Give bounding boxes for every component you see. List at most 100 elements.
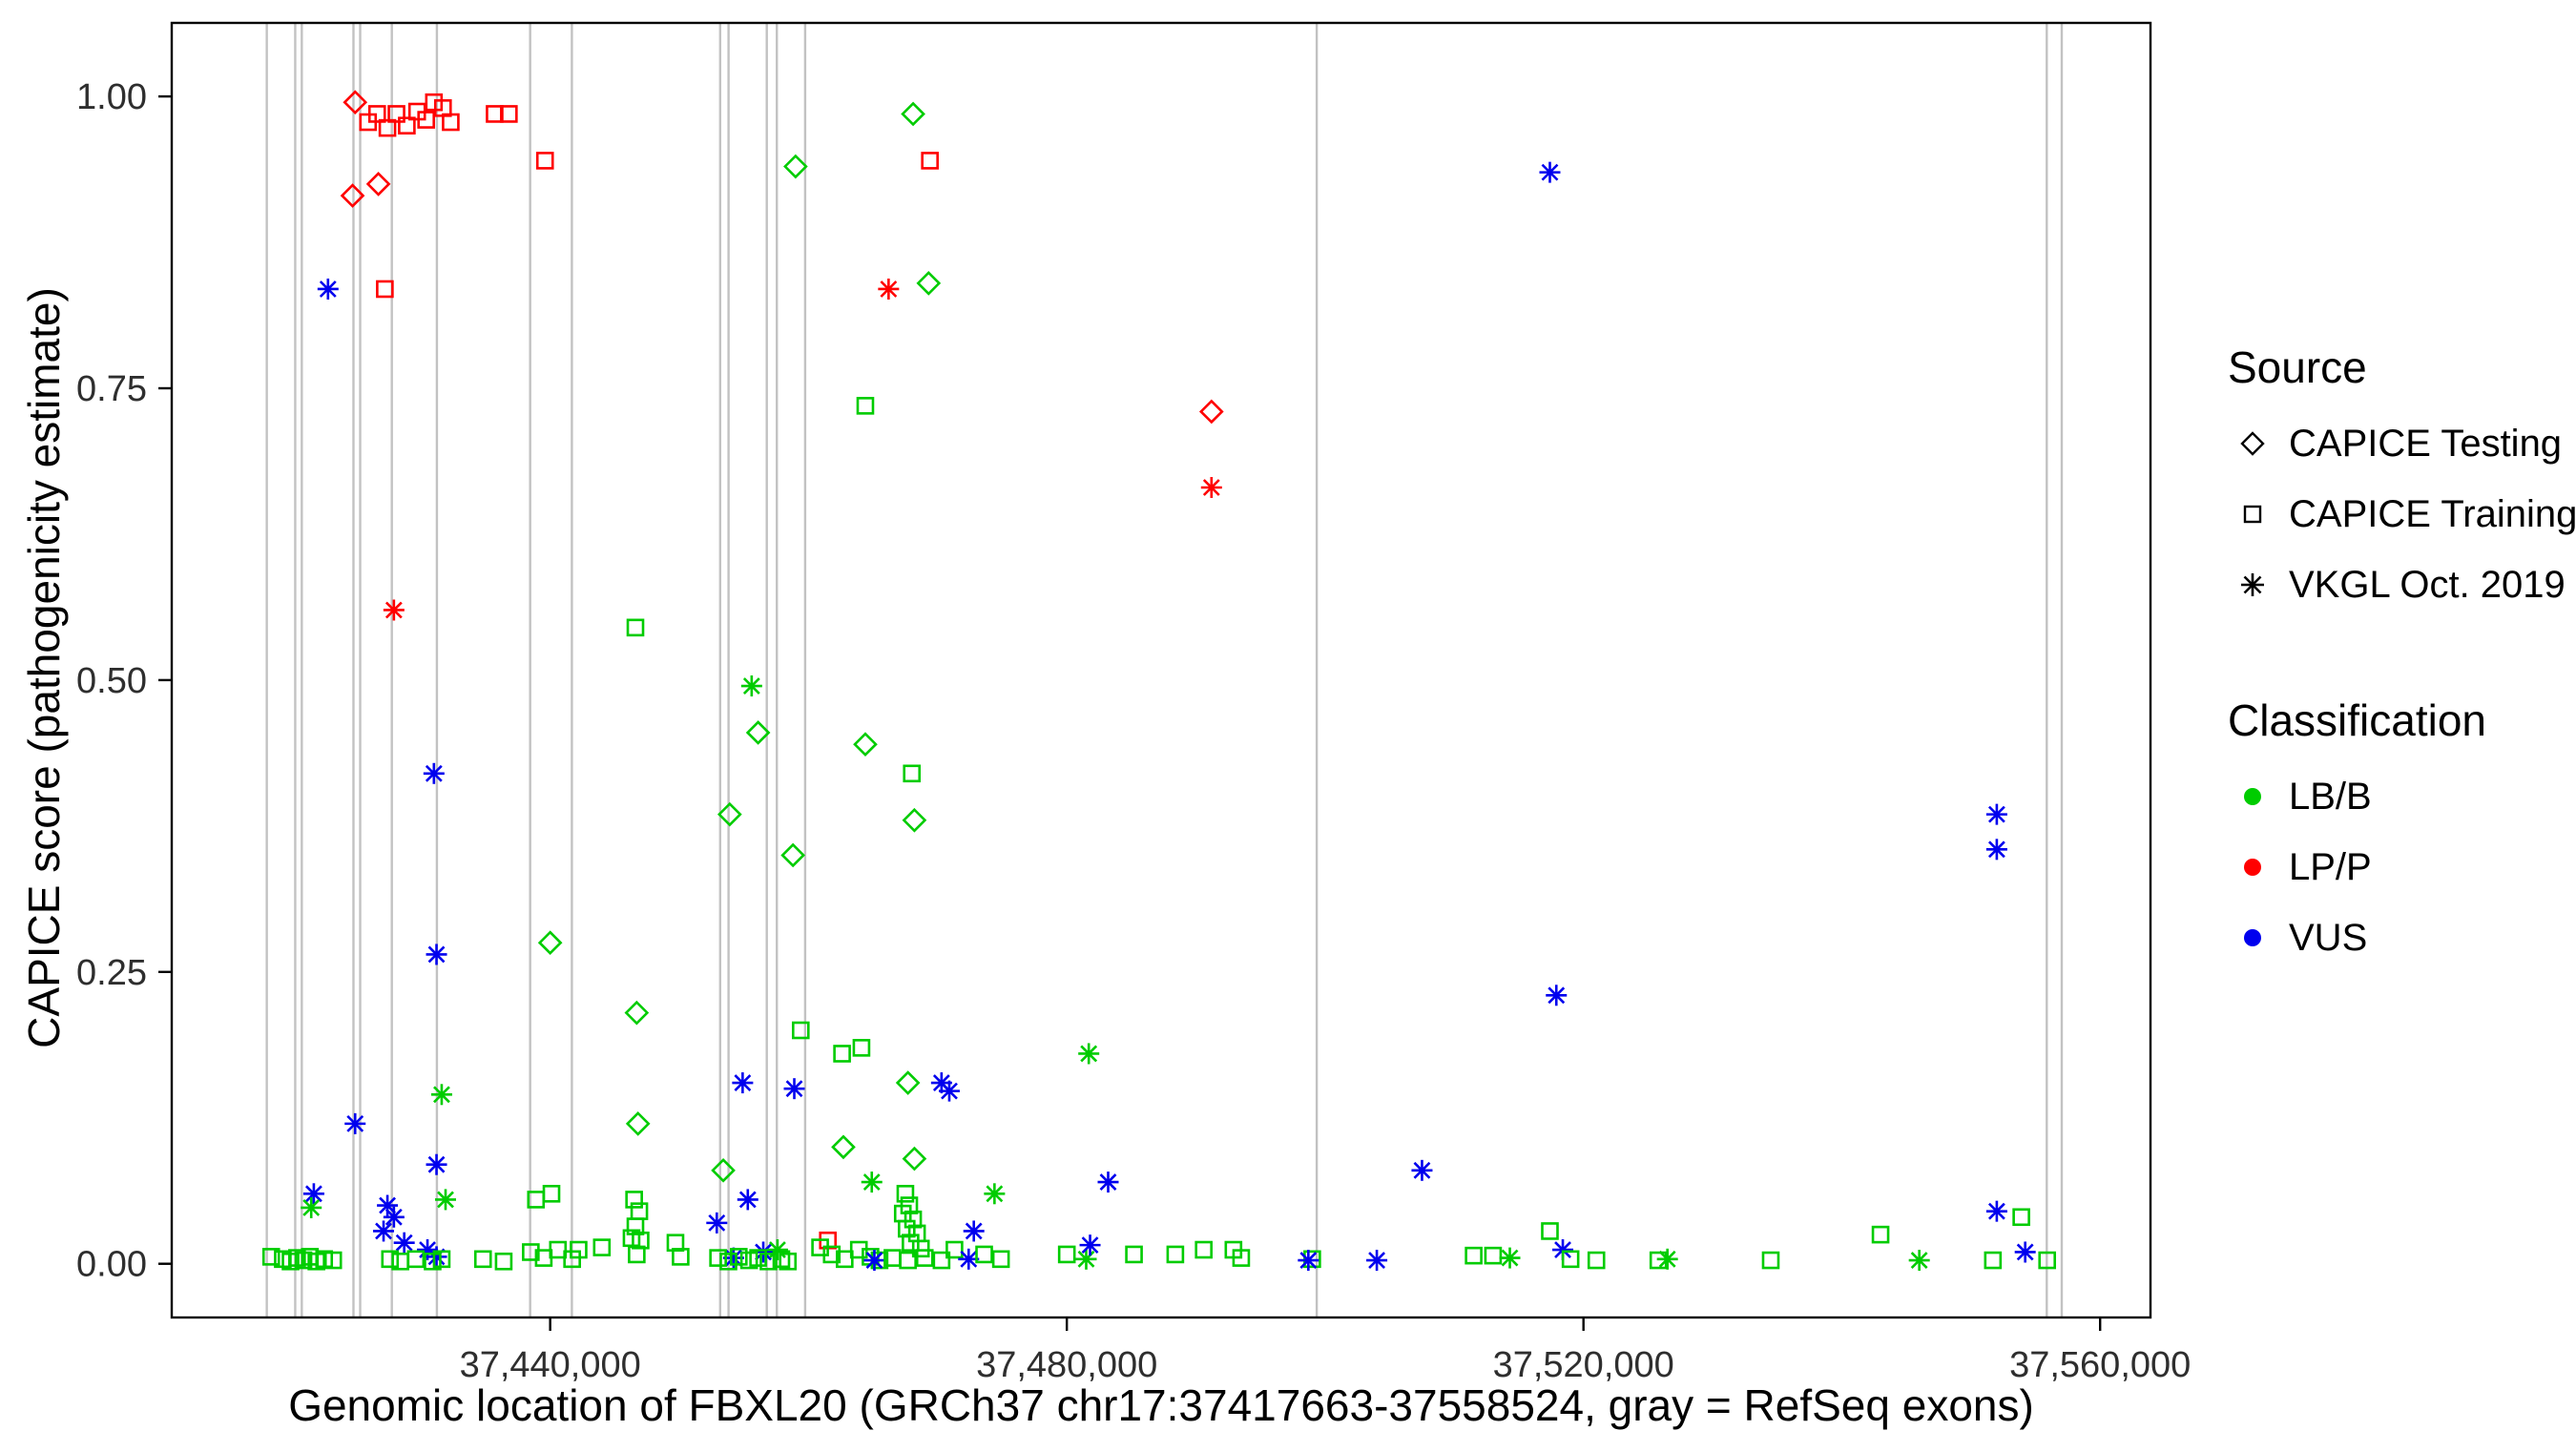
y-tick-label: 0.25 (76, 953, 147, 993)
legend-item-capice-training: CAPICE Training (2228, 479, 2576, 550)
data-point (1195, 1240, 1213, 1259)
data-point (911, 1239, 930, 1258)
data-point (1298, 1250, 1319, 1272)
data-point (779, 1252, 798, 1271)
x-tick-label: 37,480,000 (976, 1345, 1157, 1385)
data-point (1125, 1245, 1143, 1264)
legend-item-vus: VUS (2228, 902, 2576, 973)
data-point (856, 397, 875, 415)
data-point (822, 1245, 841, 1264)
data-point (426, 1246, 447, 1268)
data-point (2014, 1241, 2036, 1263)
data-point (1985, 803, 2007, 825)
data-point (833, 1045, 851, 1063)
data-point (1198, 399, 1224, 425)
data-point (381, 1250, 400, 1269)
data-point (367, 105, 386, 123)
data-point (1656, 1248, 1678, 1270)
data-point (425, 93, 444, 112)
data-point (759, 1252, 778, 1271)
legend-item-label: LP/P (2289, 845, 2372, 888)
data-point (1411, 1159, 1433, 1181)
legend-classification-title: Classification (2228, 695, 2486, 745)
data-point (2038, 1251, 2056, 1270)
data-point (301, 1196, 322, 1218)
data-point (423, 762, 445, 784)
data-point (730, 1248, 748, 1266)
data-point (442, 113, 460, 132)
asterisk-marker-icon (2241, 573, 2264, 596)
legend-classification-group: Classification LB/B LP/P VUS (2228, 695, 2576, 973)
data-point (535, 152, 554, 170)
data-points (261, 90, 2056, 1272)
square-marker-icon (2243, 505, 2262, 524)
data-point (625, 1111, 651, 1136)
legend-item-label: VUS (2289, 916, 2368, 959)
data-point (711, 1157, 736, 1183)
diamond-marker-icon (2240, 431, 2265, 456)
legend-source-title: Source (2228, 342, 2367, 392)
data-point (921, 152, 939, 170)
data-point (417, 111, 435, 129)
data-point (344, 1112, 366, 1134)
data-point (624, 1000, 650, 1026)
data-point (783, 1078, 805, 1100)
data-point (740, 675, 762, 697)
x-tick-label: 37,440,000 (460, 1345, 641, 1385)
data-point (522, 1243, 540, 1261)
data-point (1499, 1247, 1521, 1269)
data-point (1546, 985, 1568, 1006)
data-point (1985, 839, 2007, 861)
legend-item-label: CAPICE Testing (2289, 422, 2563, 465)
data-point (672, 1248, 690, 1266)
data-point (901, 101, 925, 127)
data-point (494, 1252, 513, 1271)
data-point (365, 172, 391, 197)
data-point (898, 1219, 916, 1238)
data-point (732, 1072, 754, 1094)
data-point (1908, 1250, 1930, 1272)
data-point (315, 1250, 334, 1269)
data-point (902, 807, 927, 833)
data-point (1984, 1251, 2003, 1270)
data-point (709, 1249, 727, 1267)
y-tick-label: 0.50 (76, 661, 147, 701)
vus-dot-icon (2244, 929, 2261, 946)
data-point (945, 1240, 964, 1259)
data-point (1078, 1043, 1100, 1065)
legend-item-label: LB/B (2289, 775, 2372, 818)
data-point (861, 1172, 883, 1193)
data-point (500, 105, 518, 123)
data-point (630, 1202, 649, 1220)
data-point (902, 1234, 920, 1252)
data-point (1200, 477, 1222, 499)
data-point (903, 764, 922, 783)
data-point (473, 1250, 492, 1269)
data-point (1057, 1245, 1076, 1264)
data-point (783, 154, 808, 179)
legend-source-group: Source CAPICE Testing CAPICE Training (2228, 342, 2576, 620)
data-point (1539, 161, 1561, 183)
y-tick-label: 1.00 (76, 77, 147, 117)
data-point (853, 732, 878, 757)
data-point (719, 1252, 737, 1271)
legend: Source CAPICE Testing CAPICE Training (2228, 342, 2576, 1047)
data-point (991, 1250, 1010, 1269)
data-point (916, 271, 942, 296)
data-point (398, 116, 416, 135)
data-point (1166, 1245, 1185, 1264)
data-point (745, 720, 771, 745)
data-point (432, 1250, 451, 1269)
y-tick-label: 0.00 (76, 1245, 147, 1285)
data-point (625, 1191, 643, 1209)
data-point (863, 1250, 885, 1272)
data-point (632, 1231, 650, 1250)
data-point (378, 118, 397, 137)
data-point (1097, 1172, 1119, 1193)
data-point (430, 1084, 452, 1106)
data-point (1587, 1251, 1606, 1270)
data-point (1366, 1250, 1388, 1272)
data-point (387, 105, 405, 123)
data-point (1079, 1234, 1101, 1256)
